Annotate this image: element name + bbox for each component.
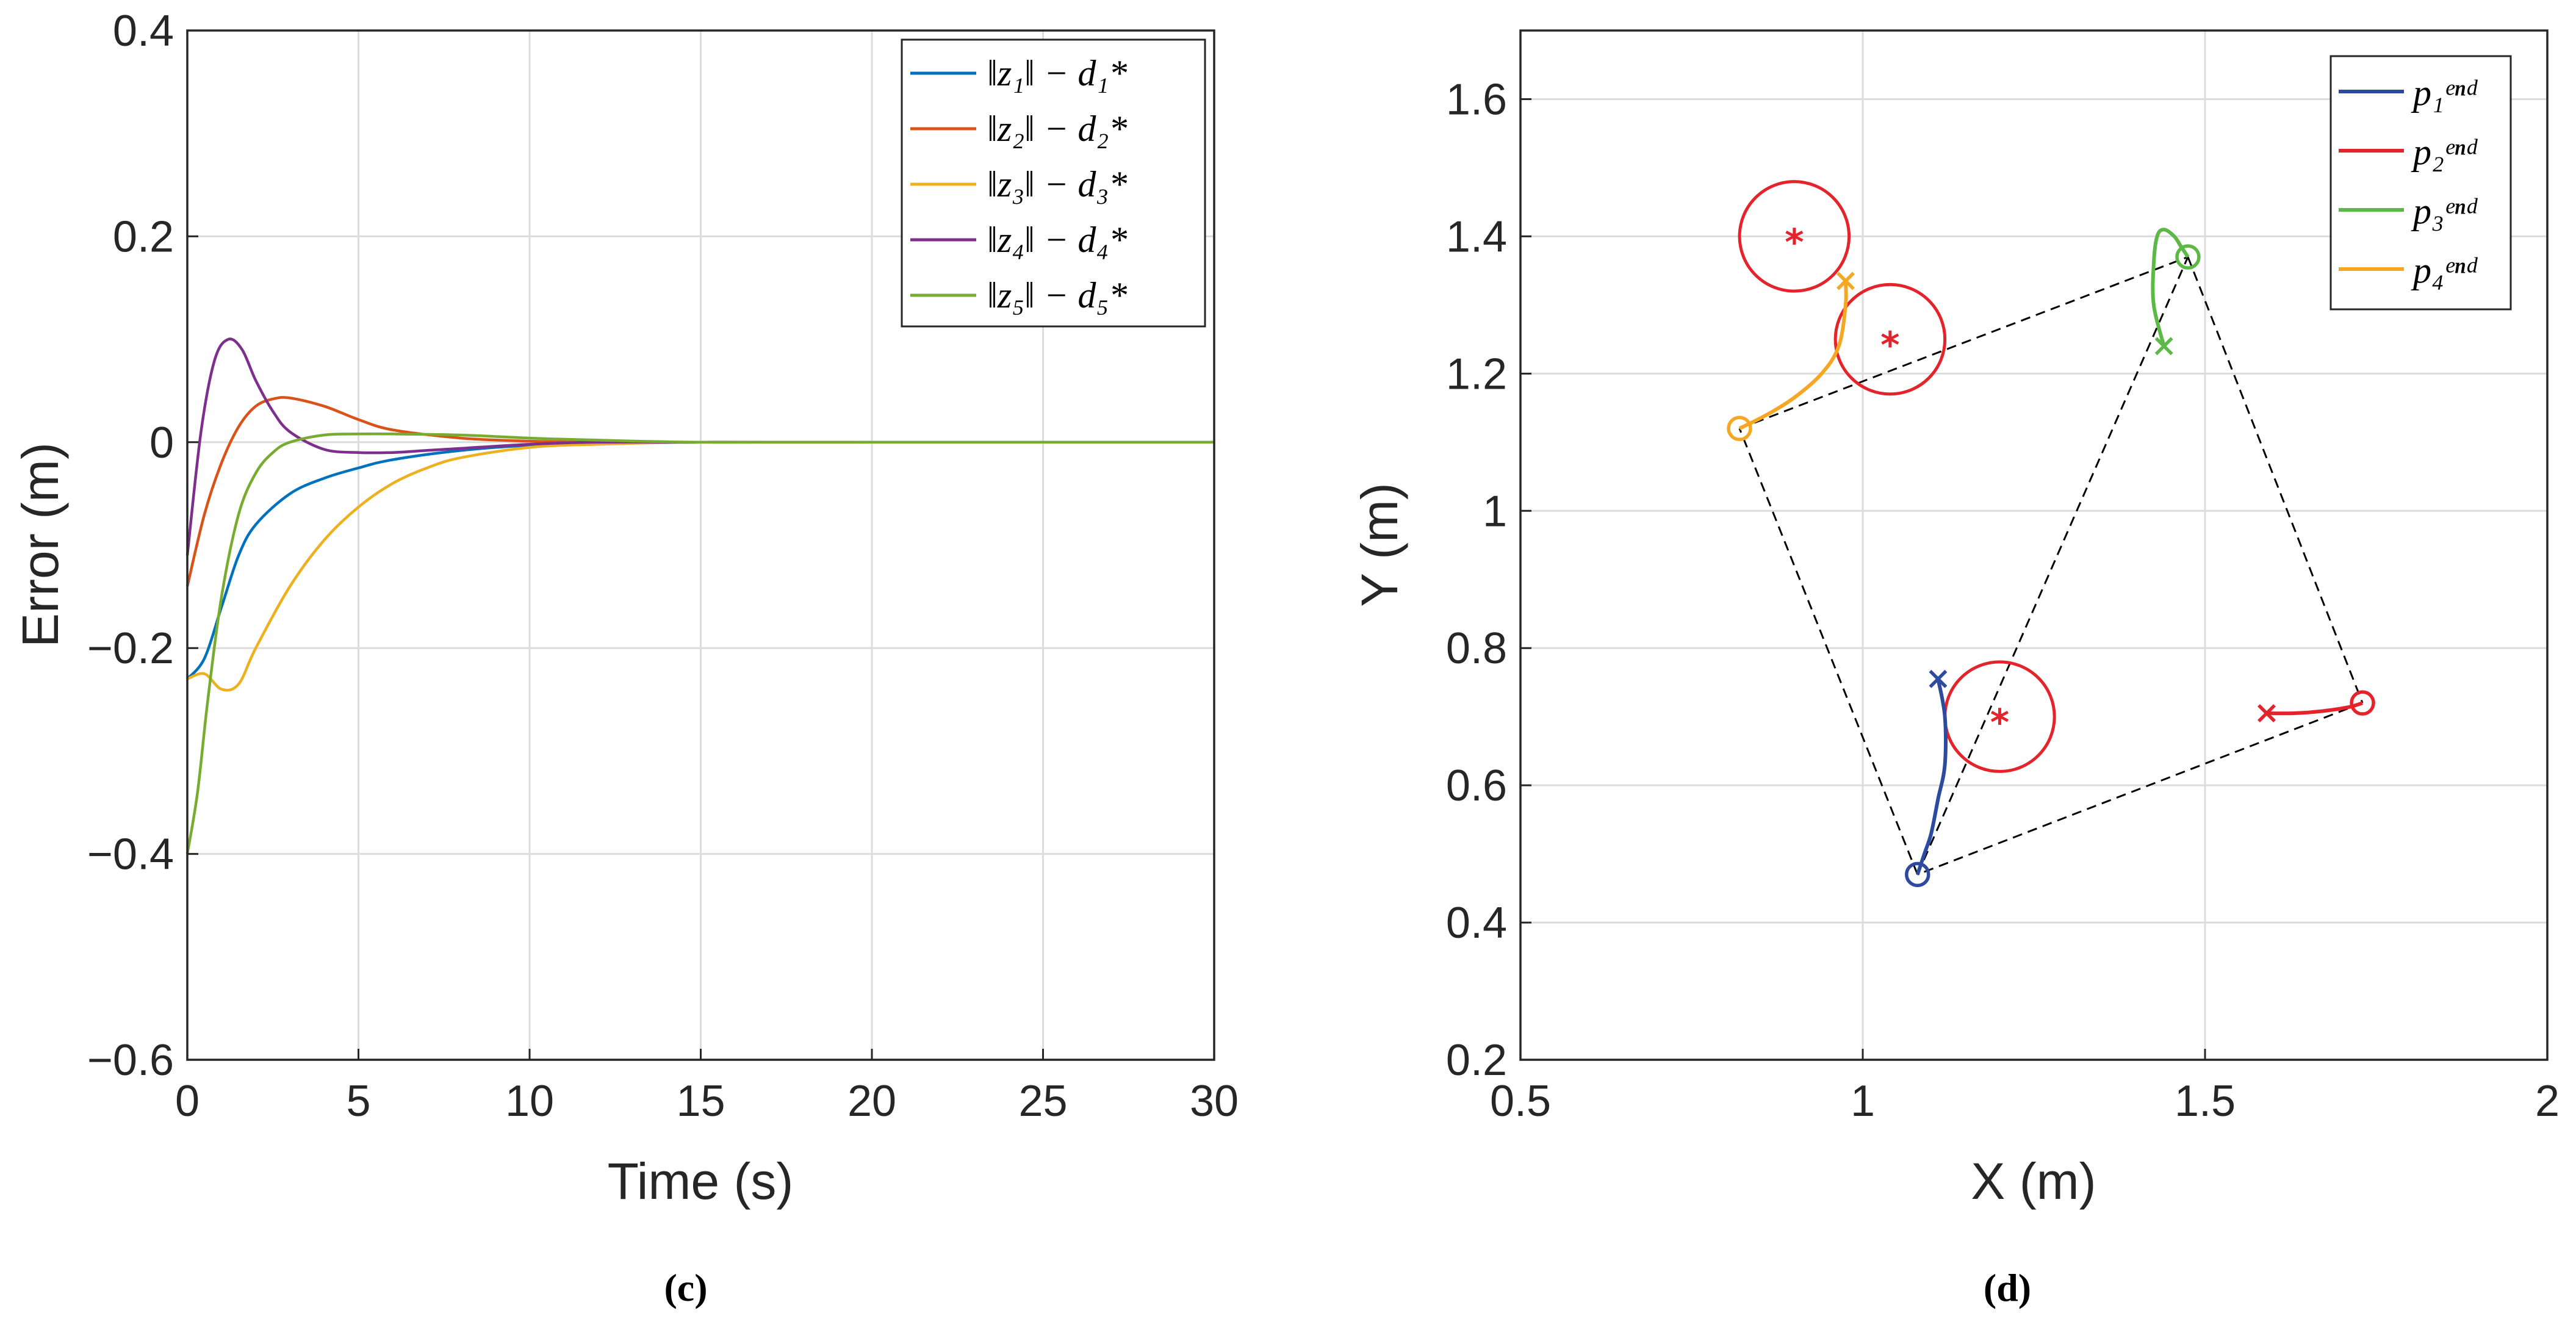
panel-d-series-4-start-marker — [1837, 272, 1855, 290]
panel-d-formation-edge-3 — [1917, 702, 2363, 876]
panel-d-caption: (d) — [1984, 1266, 2031, 1309]
d-y-tick-label: 0.4 — [1446, 899, 1507, 948]
d-y-tick-label: 1.6 — [1446, 75, 1507, 124]
panel-c-legend-label-3: ‖z₃‖ − d₃* — [987, 164, 1127, 204]
panel-d-series-3-end-marker — [2175, 244, 2201, 270]
panel-d-obstacle-1-circle — [1738, 180, 1851, 293]
panel-d-series-4-end-marker — [1727, 415, 1752, 442]
panel-d-y-label: Y (m) — [1351, 483, 1408, 607]
c-x-tick-label: 10 — [505, 1077, 554, 1126]
d-x-tick-label: 1.5 — [2175, 1077, 2236, 1126]
d-x-tick-label: 0.5 — [1490, 1077, 1551, 1126]
panel-d-trajectory-plot: * * * 0.5 1 1.5 2 0.2 0.4 0.6 0.8 1 1.2 1.4 1.6 X (m… — [1351, 29, 2560, 1309]
panel-d-legend-label-3: p₃ᵉⁿᵈ — [2411, 191, 2478, 231]
c-x-tick-label: 15 — [676, 1077, 725, 1126]
c-y-tick-label: −0.4 — [87, 830, 174, 879]
c-y-tick-label: 0.4 — [113, 7, 174, 56]
panel-c-legend-label-2: ‖z₂‖ − d₂* — [987, 109, 1127, 149]
panel-d-obstacle-3-center: * — [1990, 702, 2009, 744]
panel-d-formation-edge-5 — [1916, 256, 2189, 875]
panel-d-series-3-start-marker — [2154, 337, 2173, 356]
c-y-tick-label: 0 — [149, 419, 174, 467]
panel-d-formation-edges — [1738, 256, 2364, 876]
d-y-tick-label: 1.4 — [1446, 212, 1507, 261]
panel-d-legend-label-1: p₁ᵉⁿᵈ — [2411, 73, 2478, 113]
panel-d-obstacle-2-center: * — [1880, 324, 1899, 367]
d-y-tick-label: 1.2 — [1446, 350, 1507, 398]
panel-c-legend-label-4: ‖z₄‖ − d₄* — [987, 220, 1127, 260]
c-x-tick-label: 0 — [175, 1077, 200, 1126]
panel-c-y-label: Error (m) — [12, 442, 69, 647]
panel-d-obstacles: * * * — [1738, 180, 2056, 773]
panel-c-series-5-line — [185, 432, 1214, 854]
panel-d-formation-edge-4 — [1738, 428, 1919, 875]
d-x-tick-label: 1 — [1851, 1077, 1875, 1126]
d-y-tick-label: 0.2 — [1446, 1036, 1507, 1085]
d-y-tick-label: 0.6 — [1446, 761, 1507, 810]
panel-d-obstacle-1-center: * — [1785, 221, 1804, 264]
panel-d-frame — [1519, 29, 2549, 1061]
panel-d-legend: p₁ᵉⁿᵈ p₂ᵉⁿᵈ p₃ᵉⁿᵈ p₄ᵉⁿᵈ — [2330, 55, 2512, 311]
panel-d-y-ticks: 0.2 0.4 0.6 0.8 1 1.2 1.4 1.6 — [1446, 75, 1531, 1085]
panel-c-legend-label-5: ‖z₅‖ − d₅* — [987, 275, 1127, 315]
panel-d-x-ticks: 0.5 1 1.5 2 — [1490, 1049, 2560, 1126]
c-x-tick-label: 25 — [1018, 1077, 1067, 1126]
panel-d-obstacle-2-circle — [1833, 282, 1947, 396]
panel-d-series-3-path — [2151, 228, 2190, 347]
d-y-tick-label: 1 — [1483, 487, 1507, 536]
c-x-tick-label: 5 — [346, 1077, 370, 1126]
panel-d-series-2-path — [2266, 701, 2364, 716]
c-y-tick-label: 0.2 — [113, 212, 174, 261]
panel-d-series-4-path — [1738, 281, 1848, 430]
panel-c-x-ticks: 0 5 10 15 20 25 30 — [175, 1049, 1239, 1126]
panel-d-legend-label-4: p₄ᵉⁿᵈ — [2411, 250, 2478, 290]
c-y-tick-label: −0.6 — [87, 1036, 174, 1085]
panel-d-x-label: X (m) — [1971, 1153, 2096, 1210]
panel-c-y-ticks: −0.6 −0.4 −0.2 0 0.2 0.4 — [87, 7, 198, 1085]
panel-d-series-2-start-marker — [2258, 704, 2276, 722]
panel-d-legend-box — [2330, 55, 2512, 311]
d-y-tick-label: 0.8 — [1446, 624, 1507, 673]
d-x-tick-label: 2 — [2535, 1077, 2560, 1126]
panel-d-formation-edge-2 — [2187, 256, 2364, 703]
panel-d-legend-label-2: p₂ᵉⁿᵈ — [2411, 132, 2478, 172]
c-x-tick-label: 20 — [847, 1077, 896, 1126]
panel-d-series-1-path — [1915, 678, 1948, 876]
panel-c-caption: (c) — [664, 1266, 707, 1309]
panel-d-series-1-start-marker — [1929, 669, 1948, 688]
panel-d-series-1-end-marker — [1905, 861, 1930, 888]
c-y-tick-label: −0.2 — [87, 624, 174, 673]
panel-c-series — [185, 337, 1214, 854]
panel-c-error-plot: 0 5 10 15 20 25 30 −0.6 −0.4 −0.2 0 0.2 0.4 Time (s… — [12, 7, 1239, 1309]
panel-c-x-label: Time (s) — [608, 1153, 794, 1210]
panel-c-legend: ‖z₁‖ − d₁* ‖z₂‖ − d₂* ‖z₃‖ − d₃* ‖z₄‖ − d₄*… — [901, 38, 1206, 328]
panel-c-legend-label-1: ‖z₁‖ − d₁* — [987, 53, 1127, 93]
c-x-tick-label: 30 — [1190, 1077, 1239, 1126]
panel-d-series-2-end-marker — [2350, 690, 2375, 716]
panel-d-formation-edge-1 — [1739, 256, 2189, 430]
panel-d-series — [1727, 228, 2375, 888]
